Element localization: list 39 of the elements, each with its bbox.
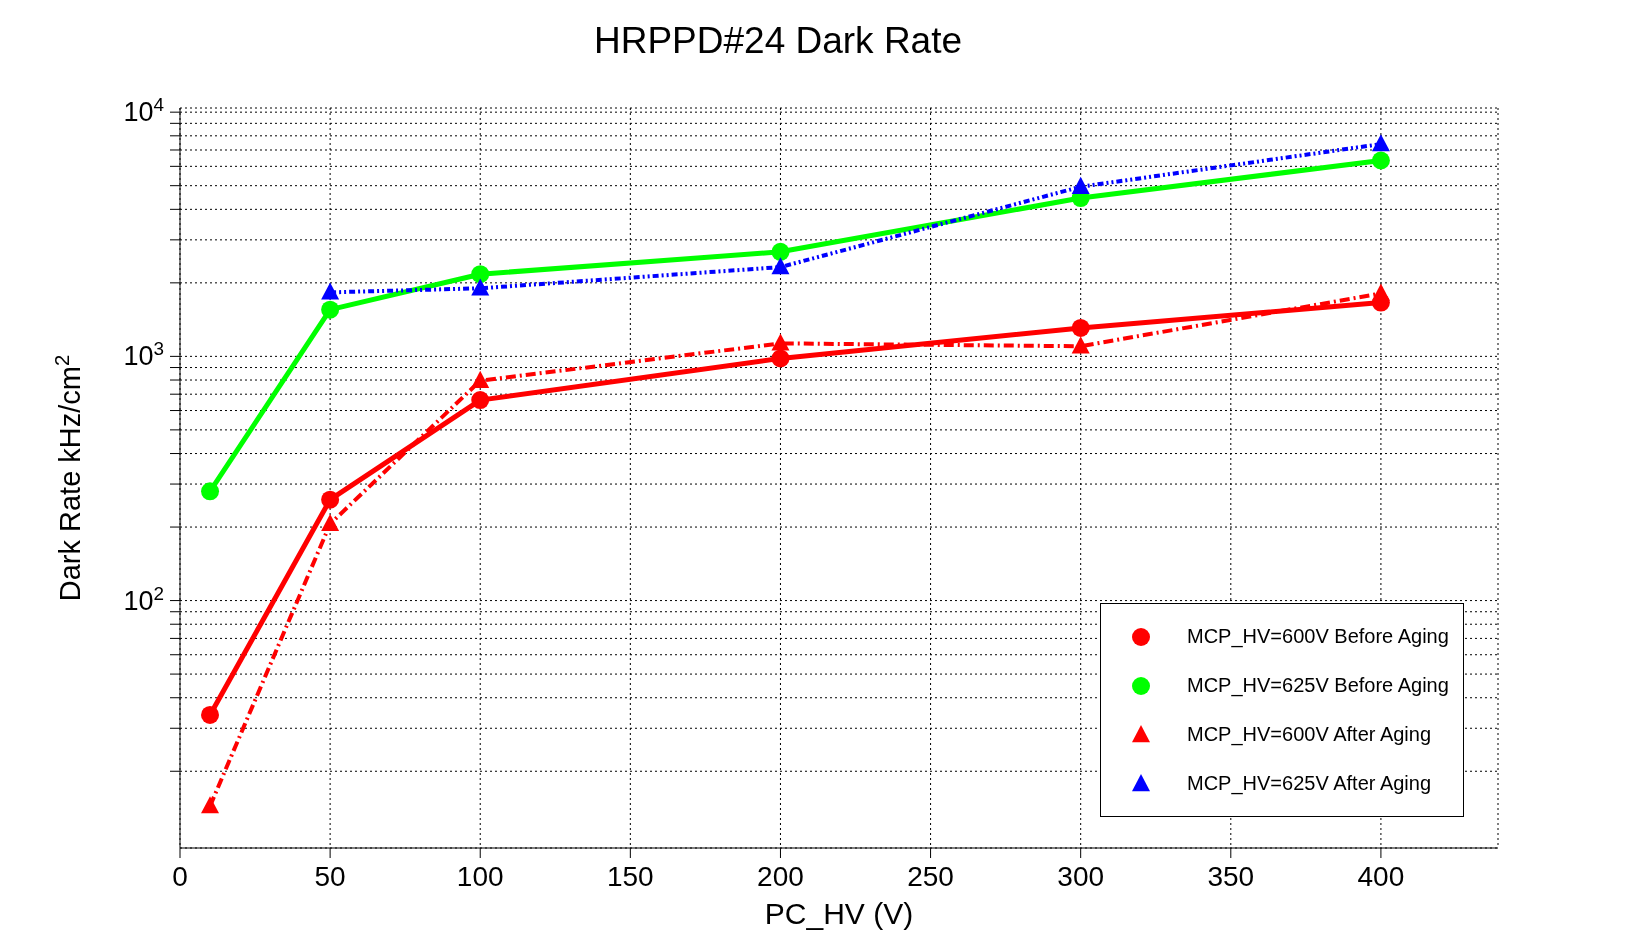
point: [1371, 134, 1390, 152]
point: [471, 391, 490, 410]
point: [1371, 151, 1390, 170]
point: [201, 705, 220, 724]
x-tick-label: 350: [1207, 861, 1255, 892]
point: [771, 257, 790, 275]
x-tick-label: 300: [1057, 861, 1105, 892]
point: [771, 242, 790, 261]
point: [1071, 336, 1090, 354]
point: [771, 349, 790, 368]
point: [201, 796, 220, 814]
legend-label: MCP_HV=600V Before Aging: [1187, 625, 1449, 648]
x-tick-label: 200: [757, 861, 804, 892]
legend-label: MCP_HV=600V After Aging: [1187, 723, 1432, 746]
point: [321, 300, 340, 319]
x-tick-label: 150: [606, 861, 654, 892]
point: [321, 514, 340, 532]
y-tick-label: 10$^{3}$: [123, 337, 164, 372]
chart-title: HRPPD#24 Dark Rate: [592, 20, 964, 62]
point: [471, 370, 490, 388]
x-tick-label: 0: [172, 861, 188, 892]
point: [201, 482, 220, 501]
legend-label: MCP_HV=625V After Aging: [1187, 772, 1432, 795]
point: [1071, 318, 1090, 337]
point: [1371, 283, 1390, 301]
point: [321, 282, 340, 300]
legend-label: MCP_HV=625V Before Aging: [1187, 674, 1449, 697]
y-tick-label: 10$^{2}$: [123, 582, 164, 616]
point: [1071, 176, 1090, 194]
y-tick-label: 10$^{4}$: [123, 93, 164, 128]
x-tick-label: 100: [456, 861, 504, 892]
x-tick-label: 250: [907, 861, 954, 892]
x-tick-label: 400: [1357, 861, 1405, 892]
point: [321, 490, 340, 509]
point: [471, 278, 490, 296]
x-tick-label: 50: [314, 861, 346, 892]
x-axis-title: PC_HV (V): [764, 897, 914, 930]
point: [471, 265, 490, 284]
point: [771, 333, 790, 351]
